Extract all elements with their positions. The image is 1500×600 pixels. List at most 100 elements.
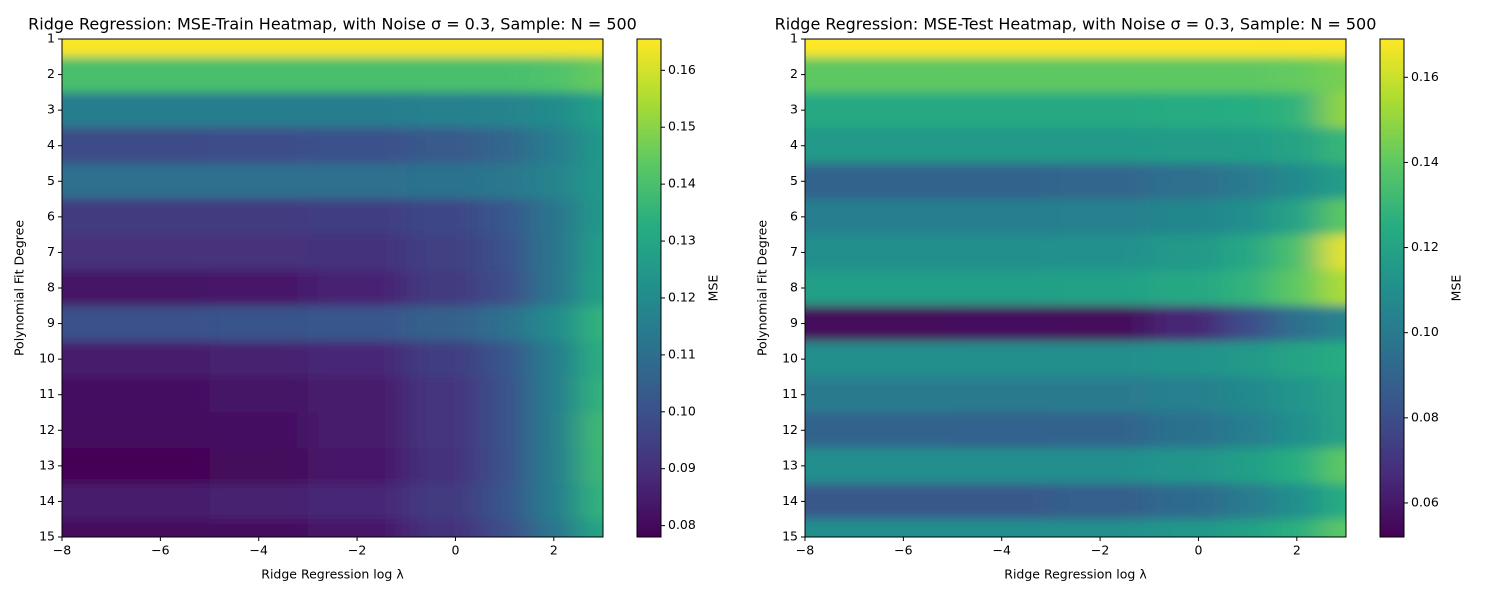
heatmap-cell	[111, 341, 211, 378]
heatmap-cell	[1272, 39, 1322, 58]
heatmap-cell	[1321, 127, 1346, 164]
heatmap-cell	[406, 92, 481, 129]
heatmap-cell	[1050, 163, 1150, 200]
y-tick-label: 9	[790, 315, 798, 330]
heatmap-cell	[62, 305, 112, 342]
x-axis-label: Ridge Regression log λ	[261, 567, 404, 582]
y-tick-label: 12	[39, 422, 55, 437]
heatmap-cell	[111, 56, 211, 93]
heatmap-cell	[529, 92, 579, 129]
heatmap-cell	[854, 412, 954, 449]
heatmap-cell	[480, 305, 530, 342]
heatmap-cell	[1149, 127, 1224, 164]
y-tick-label: 9	[47, 315, 55, 330]
heatmap-cell	[952, 39, 1052, 58]
heatmap-cell	[209, 39, 309, 58]
heatmap-cell	[62, 519, 112, 537]
heatmap-cell	[529, 519, 579, 537]
heatmap-cell	[209, 163, 309, 200]
heatmap-cell	[1149, 448, 1224, 485]
heatmap-cell	[1050, 39, 1150, 58]
heatmap-cell	[307, 412, 407, 449]
heatmap-cell	[578, 448, 603, 485]
heatmap-cell	[854, 163, 954, 200]
heatmap-cell	[805, 234, 855, 271]
y-tick-label: 13	[782, 457, 798, 472]
y-tick-label: 1	[790, 31, 798, 46]
heatmap-cell	[529, 448, 579, 485]
heatmap-cell	[1223, 92, 1273, 129]
heatmap-cell	[209, 376, 309, 413]
chart-panel: Ridge Regression: MSE-Train Heatmap, wit…	[12, 15, 721, 582]
heatmap-cell	[578, 412, 603, 449]
y-tick-label: 12	[782, 422, 798, 437]
heatmap-cell	[529, 412, 579, 449]
heatmap-cell	[854, 234, 954, 271]
heatmap-cell	[209, 305, 309, 342]
heatmap-cell	[1321, 483, 1346, 520]
heatmap-cell	[854, 127, 954, 164]
heatmap-cell	[62, 127, 112, 164]
colorbar-label: MSE	[706, 275, 721, 302]
heatmap-cell	[854, 92, 954, 129]
heatmap-cell	[480, 234, 530, 271]
heatmap-cell	[1149, 56, 1224, 93]
heatmap-cell	[209, 92, 309, 129]
heatmap-cell	[111, 412, 211, 449]
heatmap-cell	[1272, 448, 1322, 485]
heatmap-cell	[1050, 448, 1150, 485]
colorbar-tick-label: 0.12	[1411, 239, 1439, 254]
heatmap-cell	[209, 519, 309, 537]
x-tick-label: 2	[550, 543, 558, 558]
heatmap-cell	[1321, 448, 1346, 485]
y-tick-label: 11	[39, 386, 55, 401]
heatmap-cell	[952, 234, 1052, 271]
heatmap-cell	[854, 483, 954, 520]
heatmap-cell	[307, 92, 407, 129]
heatmap-cell	[1050, 270, 1150, 307]
y-tick-label: 8	[47, 280, 55, 295]
heatmap-cell	[111, 270, 211, 307]
heatmap-cell	[805, 341, 855, 378]
heatmap-cell	[111, 483, 211, 520]
heatmap-cell	[805, 270, 855, 307]
y-axis-label: Polynomial Fit Degree	[755, 220, 770, 356]
heatmap-cell	[307, 519, 407, 537]
heatmap-cell	[805, 163, 855, 200]
heatmap-cell	[62, 234, 112, 271]
heatmap-cell	[952, 376, 1052, 413]
y-tick-label: 7	[47, 244, 55, 259]
colorbar-tick-label: 0.10	[1411, 324, 1439, 339]
heatmap-cell	[578, 305, 603, 342]
chart-panel: Ridge Regression: MSE-Test Heatmap, with…	[755, 15, 1464, 582]
heatmap-cell	[1272, 305, 1322, 342]
heatmap-cell	[1272, 56, 1322, 93]
heatmap-cell	[480, 163, 530, 200]
colorbar	[1379, 38, 1405, 538]
colorbar	[636, 38, 662, 538]
heatmap-cell	[1050, 412, 1150, 449]
heatmap-cell	[805, 483, 855, 520]
heatmap-cell	[480, 199, 530, 236]
heatmap-cell	[1272, 127, 1322, 164]
heatmap-cell	[1223, 376, 1273, 413]
y-tick-label: 7	[790, 244, 798, 259]
heatmap-cell	[952, 199, 1052, 236]
heatmap-cell	[62, 483, 112, 520]
colorbar-tick-label: 0.06	[1411, 494, 1439, 509]
heatmap-cell	[529, 341, 579, 378]
heatmap-cell	[1149, 341, 1224, 378]
x-tick-label: −4	[993, 543, 1011, 558]
heatmap-cell	[480, 519, 530, 537]
heatmap-cell	[62, 56, 112, 93]
heatmap-cell	[805, 305, 855, 342]
heatmap-cell	[1272, 376, 1322, 413]
heatmap-cell	[111, 448, 211, 485]
heatmap-cell	[1223, 56, 1273, 93]
heatmap-cell	[62, 341, 112, 378]
heatmap-cell	[952, 483, 1052, 520]
x-tick-label: 0	[451, 543, 459, 558]
colorbar-tick-label: 0.09	[668, 460, 696, 475]
heatmap-cell	[1272, 270, 1322, 307]
